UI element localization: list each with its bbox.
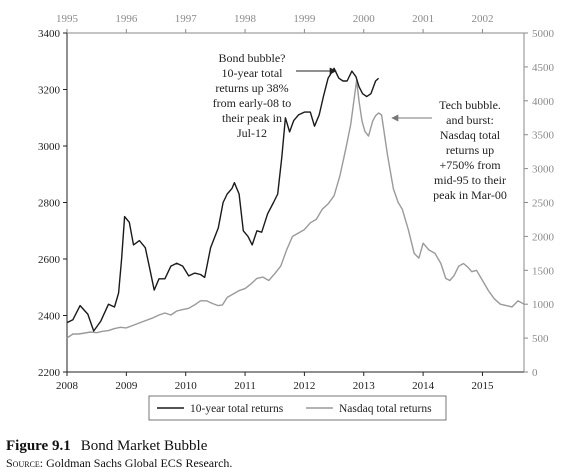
annotation-tech-line: mid-95 to their — [434, 173, 506, 187]
annotation-tech-line: Tech bubble. — [439, 98, 501, 112]
y-tick-label: 2200 — [38, 367, 61, 379]
source-label: Source: — [6, 456, 44, 470]
figure-title-line: Figure 9.1 Bond Market Bubble — [6, 437, 566, 455]
annotation-bond-line: 10-year total — [222, 66, 284, 80]
annotation-tech-line: peak in Mar-00 — [433, 188, 507, 202]
y2-tick-label: 1000 — [532, 299, 555, 311]
x2-tick-label: 1999 — [293, 13, 316, 25]
x-axis-bottom: 2008 2009 2010 2011 2012 2013 2014 2015 — [56, 372, 494, 392]
x-tick-label: 2014 — [412, 380, 435, 392]
y2-tick-label: 3500 — [532, 130, 555, 142]
x2-tick-label: 2000 — [353, 13, 376, 25]
legend: 10-year total returns Nasdaq total return… — [148, 395, 447, 421]
y-axis-left: 2200 2400 2600 2800 3000 3200 3400 — [38, 28, 67, 379]
annotation-tech-line: +750% from — [439, 158, 501, 172]
y2-tick-label: 2000 — [532, 231, 555, 243]
x2-tick-label: 1998 — [234, 13, 257, 25]
x-tick-label: 2010 — [175, 380, 198, 392]
y-tick-label: 3000 — [38, 141, 61, 153]
y-tick-label: 2600 — [38, 254, 61, 266]
x-tick-label: 2015 — [471, 380, 494, 392]
y2-tick-label: 0 — [532, 367, 538, 379]
y-tick-label: 3400 — [38, 28, 61, 40]
annotation-bond-line: Jul-12 — [237, 126, 267, 140]
y-tick-label: 2800 — [38, 198, 61, 210]
series-line-nasdaq — [66, 79, 525, 339]
chart-canvas: 2008 2009 2010 2011 2012 2013 2014 2015 1995 199… — [38, 13, 555, 421]
y2-tick-label: 4500 — [532, 62, 555, 74]
annotation-tech-line: and burst: — [446, 113, 494, 127]
x-tick-label: 2009 — [115, 380, 138, 392]
y2-tick-label: 3000 — [532, 164, 555, 176]
plot-frame — [66, 32, 525, 373]
y2-tick-label: 500 — [532, 333, 549, 345]
x2-tick-label: 2002 — [471, 13, 493, 25]
x-tick-label: 2012 — [293, 380, 315, 392]
y2-tick-label: 5000 — [532, 28, 555, 40]
x2-tick-label: 1997 — [175, 13, 198, 25]
annotation-bond-line: from early-08 to — [213, 96, 292, 110]
x-tick-label: 2008 — [56, 380, 79, 392]
y2-tick-label: 2500 — [532, 198, 555, 210]
annotation-bond-line: their peak in — [222, 111, 282, 125]
figure-number: Figure 9.1 — [6, 438, 71, 454]
y-axis-right: 0 500 1000 1500 2000 2500 3000 3500 4000 4500 5000 — [524, 28, 555, 379]
figure-caption: Figure 9.1 Bond Market Bubble Source: Gol… — [6, 437, 566, 471]
y2-tick-label: 1500 — [532, 265, 555, 277]
source-text: Goldman Sachs Global ECS Research. — [46, 456, 233, 470]
x2-tick-label: 2001 — [412, 13, 434, 25]
x-tick-label: 2011 — [234, 380, 256, 392]
y-tick-label: 3200 — [38, 85, 61, 97]
annotation-tech-line: returns up — [446, 143, 494, 157]
y2-tick-label: 4000 — [532, 96, 555, 108]
annotation-tech-line: Nasdaq total — [440, 128, 501, 142]
y-tick-label: 2400 — [38, 311, 61, 323]
figure-title: Bond Market Bubble — [80, 438, 208, 454]
legend-label-nasdaq: Nasdaq total returns — [339, 403, 432, 415]
figure-source: Source: Goldman Sachs Global ECS Researc… — [6, 456, 566, 471]
x2-tick-label: 1995 — [56, 13, 79, 25]
annotation-bond-line: Bond bubble? — [219, 51, 286, 65]
x-axis-top: 1995 1996 1997 1998 1999 2000 2001 2002 — [56, 13, 493, 33]
x-tick-label: 2013 — [353, 380, 376, 392]
legend-box — [148, 395, 447, 421]
legend-label-bonds: 10-year total returns — [190, 403, 284, 415]
annotation-bond-line: returns up 38% — [215, 81, 288, 95]
x2-tick-label: 1996 — [115, 13, 138, 25]
